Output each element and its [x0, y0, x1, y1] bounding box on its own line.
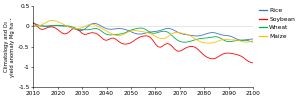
- Maize: [31, 25, 35, 27]
- Rice: [58, 25, 62, 26]
- Soybean: [244, 59, 248, 60]
- Soybean: [217, 56, 221, 57]
- Rice: [239, 40, 243, 41]
- Rice: [251, 38, 255, 40]
- Wheat: [249, 41, 253, 42]
- Maize: [90, 24, 94, 25]
- Soybean: [83, 34, 86, 35]
- Rice: [217, 34, 221, 35]
- Maize: [161, 38, 165, 39]
- Maize: [208, 42, 211, 44]
- Line: Wheat: Wheat: [33, 25, 253, 42]
- Maize: [222, 39, 226, 40]
- Soybean: [251, 62, 255, 64]
- Rice: [31, 23, 35, 24]
- Wheat: [61, 25, 64, 27]
- Rice: [88, 25, 91, 26]
- Wheat: [31, 25, 35, 27]
- Wheat: [161, 31, 165, 32]
- Maize: [251, 40, 255, 42]
- Wheat: [53, 25, 57, 26]
- Wheat: [222, 40, 226, 41]
- Y-axis label: Climatology and O₃
yield anomaly Mg ha⁻¹: Climatology and O₃ yield anomaly Mg ha⁻¹: [4, 17, 15, 77]
- Rice: [249, 39, 253, 40]
- Legend: Rice, Soybean, Wheat, Maize: Rice, Soybean, Wheat, Maize: [259, 8, 296, 39]
- Line: Rice: Rice: [33, 23, 253, 40]
- Rice: [247, 39, 250, 40]
- Soybean: [58, 31, 62, 32]
- Maize: [51, 20, 55, 21]
- Line: Soybean: Soybean: [33, 23, 253, 63]
- Wheat: [85, 29, 89, 30]
- Soybean: [88, 33, 91, 34]
- Wheat: [183, 42, 187, 43]
- Line: Maize: Maize: [33, 20, 253, 43]
- Rice: [83, 29, 86, 30]
- Soybean: [31, 22, 35, 23]
- Maize: [61, 23, 64, 24]
- Maize: [85, 25, 89, 26]
- Wheat: [251, 42, 255, 43]
- Soybean: [247, 61, 250, 62]
- Maize: [249, 41, 253, 42]
- Wheat: [90, 28, 94, 30]
